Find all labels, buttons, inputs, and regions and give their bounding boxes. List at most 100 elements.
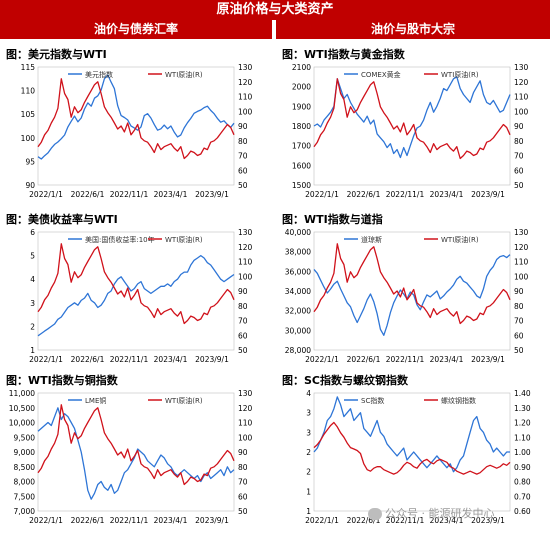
right-axis-tick-label: 120 xyxy=(238,243,253,252)
left-axis-tick-label: 95 xyxy=(25,157,35,166)
watermark-text: 公众号 · 能源研发中心 xyxy=(385,507,495,520)
right-axis-tick-label: 1.30 xyxy=(514,404,531,413)
x-axis-tick-label: 2022/6/1 xyxy=(347,355,381,364)
plot-frame xyxy=(37,392,235,512)
legend-label: WTI原油(R) xyxy=(165,70,203,79)
right-axis-tick-label: 100 xyxy=(238,433,253,442)
chart-panel-dji: 图：WTI指数与道指 28,000 30,000 32,000 34,000 36,00… xyxy=(278,210,548,372)
x-axis-tick-label: 2022/11/1 xyxy=(386,355,425,364)
left-axis-tick-label: 4 xyxy=(306,389,311,398)
right-axis-tick-label: 130 xyxy=(514,228,529,237)
right-axis-tick-label: 70 xyxy=(238,478,248,487)
chart-svg: 1 2 3 4 5 6 50 60 70 80 90 100 110 120 130 2022/1/1 2022… xyxy=(29,228,253,364)
chart-title: 图：SC指数与螺纹钢指数 xyxy=(282,374,408,387)
right-axis-tick-label: 1.40 xyxy=(514,389,531,398)
right-axis-tick-label: 110 xyxy=(514,93,529,102)
left-axis-tick-label: 2 xyxy=(30,322,35,331)
series-line-WTI原油(R) xyxy=(313,78,511,160)
plot-frame xyxy=(37,231,235,351)
left-axis-tick-label: 7,500 xyxy=(14,492,36,501)
left-axis-tick-label: 1 xyxy=(306,487,311,496)
x-axis-tick-label: 2022/6/1 xyxy=(71,355,105,364)
series-line-WTI原油(R) xyxy=(37,78,235,160)
right-axis-tick-label: 50 xyxy=(238,181,248,190)
left-axis-tick-label: 5 xyxy=(30,252,35,261)
left-axis-tick-label: 32,000 xyxy=(285,307,311,316)
left-axis-tick-label: 1700 xyxy=(292,142,311,151)
x-axis-tick-label: 2022/1/1 xyxy=(29,516,63,525)
right-axis-tick-label: 70 xyxy=(238,317,248,326)
right-axis-tick-label: 90 xyxy=(238,448,248,457)
chart-svg: 1 1 2 2 3 3 4 0.60 0.70 0.80 0.90 1.00 1.10 1.20 1.30 1… xyxy=(305,389,531,525)
chart-title: 图：WTI指数与黄金指数 xyxy=(282,48,405,61)
right-axis-tick-label: 70 xyxy=(514,152,524,161)
x-axis-tick-label: 2022/11/1 xyxy=(110,190,149,199)
x-axis-tick-label: 2023/9/1 xyxy=(195,355,229,364)
legend-label: WTI原油(R) xyxy=(441,235,479,244)
left-axis-tick-label: 8,000 xyxy=(14,478,36,487)
x-axis-tick-label: 2022/11/1 xyxy=(386,190,425,199)
left-axis-tick-label: 8,500 xyxy=(14,463,36,472)
right-axis-tick-label: 70 xyxy=(238,152,248,161)
right-axis-tick-label: 110 xyxy=(238,419,253,428)
right-axis-tick-label: 120 xyxy=(238,404,253,413)
right-axis-tick-label: 60 xyxy=(238,331,248,340)
x-axis-tick-label: 2022/1/1 xyxy=(305,355,339,364)
legend-label: 道琼斯 xyxy=(361,235,382,244)
right-axis-tick-label: 100 xyxy=(238,107,253,116)
legend-label: WTI原油(R) xyxy=(165,396,203,405)
series-line-WTI原油(R) xyxy=(37,243,235,325)
left-axis-tick-label: 1900 xyxy=(292,102,311,111)
left-axis-tick-label: 105 xyxy=(21,110,36,119)
page-title: 原油价格与大类资产 xyxy=(0,0,550,20)
left-axis-tick-label: 4 xyxy=(30,275,35,284)
right-axis-tick-label: 0.60 xyxy=(514,507,531,516)
left-axis-tick-label: 40,000 xyxy=(285,228,311,237)
legend-label: SC指数 xyxy=(361,396,384,405)
right-axis-tick-label: 60 xyxy=(514,166,524,175)
left-axis-tick-label: 2000 xyxy=(292,83,311,92)
left-axis-tick-label: 38,000 xyxy=(285,248,311,257)
chart-panel-copper: 图：WTI指数与铜指数 7,000 7,500 8,000 8,500 9,000 9,5… xyxy=(2,371,272,533)
left-axis-tick-label: 36,000 xyxy=(285,267,311,276)
right-axis-tick-label: 50 xyxy=(514,346,524,355)
left-axis-tick-label: 9,000 xyxy=(14,448,36,457)
left-axis-tick-label: 28,000 xyxy=(285,346,311,355)
right-axis-tick-label: 80 xyxy=(238,463,248,472)
right-axis-tick-label: 100 xyxy=(238,272,253,281)
right-axis-tick-label: 100 xyxy=(514,272,529,281)
x-axis-tick-label: 2022/1/1 xyxy=(29,190,63,199)
left-axis-tick-label: 90 xyxy=(25,181,35,190)
right-axis-tick-label: 80 xyxy=(238,302,248,311)
series-line-道琼斯 xyxy=(313,254,511,336)
right-axis-tick-label: 50 xyxy=(514,181,524,190)
chart-svg: 90 95 100 105 110 115 50 60 70 80 90 100 110 120 130 20… xyxy=(21,63,253,199)
left-axis-tick-label: 1500 xyxy=(292,181,311,190)
right-axis-tick-label: 80 xyxy=(514,302,524,311)
x-axis-tick-label: 2022/11/1 xyxy=(386,516,425,525)
right-axis-tick-label: 110 xyxy=(238,93,253,102)
chart-title: 图：美元指数与WTI xyxy=(6,48,107,61)
x-axis-tick-label: 2023/4/1 xyxy=(430,516,464,525)
right-section-header: 油价与股市大宗 xyxy=(276,20,550,39)
right-axis-tick-label: 80 xyxy=(514,137,524,146)
right-axis-tick-label: 110 xyxy=(514,258,529,267)
legend-label: LME铜 xyxy=(85,396,106,405)
x-axis-tick-label: 2022/11/1 xyxy=(110,516,149,525)
plot-frame xyxy=(313,392,511,512)
left-axis-tick-label: 10,000 xyxy=(9,419,35,428)
x-axis-tick-label: 2022/1/1 xyxy=(305,516,339,525)
legend-label: 美国:国债收益率:10年 xyxy=(85,235,155,244)
legend-label: 美元指数 xyxy=(85,70,113,79)
right-axis-tick-label: 100 xyxy=(514,107,529,116)
series-line-COMEX黄金 xyxy=(313,76,511,159)
x-axis-tick-label: 2023/4/1 xyxy=(430,355,464,364)
left-axis-tick-label: 6 xyxy=(30,228,35,237)
wechat-icon xyxy=(368,508,382,520)
left-section-header: 油价与债券汇率 xyxy=(0,20,272,39)
watermark: 公众号 · 能源研发中心 xyxy=(368,505,546,523)
legend-label: COMEX黄金 xyxy=(361,70,401,79)
chart-title: 图：WTI指数与铜指数 xyxy=(6,374,118,387)
x-axis-tick-label: 2023/9/1 xyxy=(195,516,229,525)
x-axis-tick-label: 2023/4/1 xyxy=(154,190,188,199)
